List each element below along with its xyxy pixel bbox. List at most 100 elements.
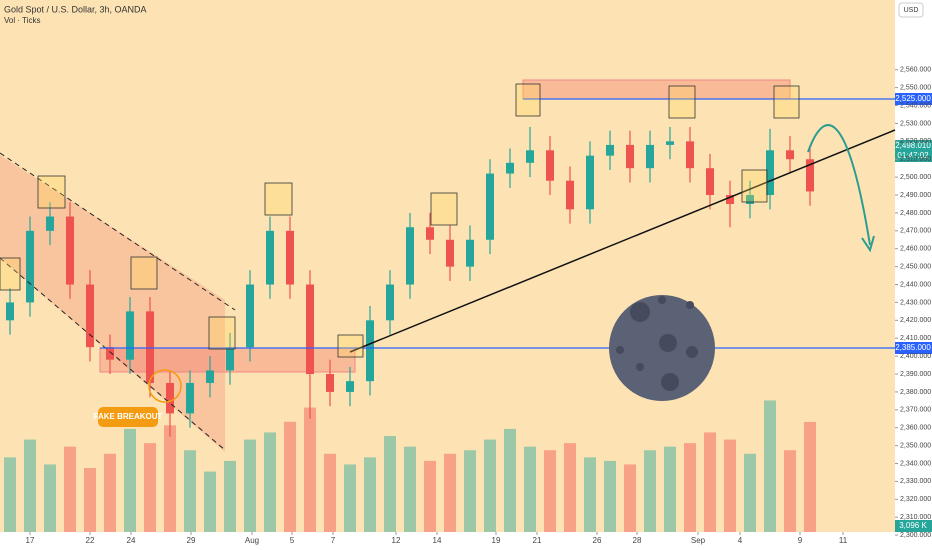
candle-body — [646, 144, 654, 169]
chart-subtitle: Vol · Ticks — [4, 16, 40, 25]
x-tick-label: 28 — [633, 536, 642, 545]
candle-body — [706, 168, 714, 196]
y-tick-label: 2,520.000 — [900, 138, 931, 145]
volume-bar — [504, 428, 516, 532]
volume-bar — [24, 439, 36, 532]
volume-bar — [244, 439, 256, 532]
volume-bar — [44, 464, 56, 532]
volume-bar — [384, 436, 396, 532]
y-tick-label: 2,310.000 — [900, 514, 931, 521]
candle-body — [786, 150, 794, 160]
candle-body — [326, 374, 334, 392]
x-tick-label: Sep — [691, 536, 706, 545]
x-tick-label: 21 — [533, 536, 542, 545]
currency-button[interactable] — [898, 2, 924, 18]
candle-body — [446, 239, 454, 267]
countdown-label: 01:47:02 — [897, 151, 929, 160]
candle-body — [226, 347, 234, 371]
volume-bar — [124, 428, 136, 532]
candle-body — [306, 284, 314, 375]
y-tick-label: 2,490.000 — [900, 192, 931, 199]
y-tick-label: 2,480.000 — [900, 210, 931, 217]
price-tag-label: 2,385.000 — [895, 343, 931, 352]
volume-bar — [344, 464, 356, 532]
price-tag — [895, 93, 932, 105]
candle-body — [726, 195, 734, 204]
x-tick-label: 9 — [798, 536, 803, 545]
y-tick-label: 2,410.000 — [900, 335, 931, 342]
volume-tag-label: 3,096 K — [899, 521, 927, 530]
y-tick-label: 2,420.000 — [900, 317, 931, 324]
volume-bar — [684, 443, 696, 532]
candle-body — [26, 230, 34, 303]
candle-body — [806, 159, 814, 192]
candle-body — [246, 284, 254, 348]
y-tick-label: 2,530.000 — [900, 120, 931, 127]
volume-bar — [724, 439, 736, 532]
volume-bar — [524, 446, 536, 532]
y-tick-label: 2,400.000 — [900, 353, 931, 360]
candle-body — [546, 150, 554, 181]
volume-bar — [204, 471, 216, 532]
volume-bar — [444, 453, 456, 532]
highlight-boxes — [0, 83, 800, 358]
candle-body — [466, 239, 474, 267]
candle-body — [6, 302, 14, 321]
candle-body — [166, 382, 174, 414]
volume-bar — [564, 443, 576, 532]
candle-body — [686, 141, 694, 169]
volume-bar — [264, 432, 276, 532]
y-tick-label: 2,350.000 — [900, 442, 931, 449]
candle-body — [286, 230, 294, 285]
candle-body — [406, 227, 414, 285]
volume-bar — [284, 421, 296, 532]
y-tick-label: 2,380.000 — [900, 389, 931, 396]
y-tick-label: 2,560.000 — [900, 67, 931, 74]
candle-body — [626, 144, 634, 169]
volume-tag — [895, 520, 932, 532]
candle-body — [366, 320, 374, 382]
volume-bar — [164, 425, 176, 532]
volume-bar — [484, 439, 496, 532]
volume-bar — [64, 446, 76, 532]
volume-bar — [744, 453, 756, 532]
volume-bar — [804, 421, 816, 532]
volume-bar — [784, 450, 796, 532]
arrow-head — [861, 235, 875, 253]
candle-body — [526, 150, 534, 163]
candle-body — [426, 227, 434, 240]
candle-body — [106, 347, 114, 360]
y-tick-label: 2,320.000 — [900, 496, 931, 503]
x-tick-label: 11 — [839, 536, 848, 545]
x-tick-label: 19 — [492, 536, 501, 545]
trend-line — [349, 129, 896, 353]
price-tag — [895, 342, 932, 354]
x-tick-label: Aug — [245, 536, 259, 545]
volume-bar — [644, 450, 656, 532]
volume-bar — [404, 446, 416, 532]
candle-body — [386, 284, 394, 321]
breakout-badge — [98, 407, 158, 427]
y-tick-label: 2,430.000 — [900, 299, 931, 306]
channel-fill — [0, 155, 225, 452]
candle-body — [186, 382, 194, 414]
volume-bar — [4, 457, 16, 532]
candle-body — [506, 162, 514, 174]
y-tick-label: 2,300.000 — [900, 532, 931, 539]
candle-body — [766, 150, 774, 196]
candle-body — [86, 284, 94, 348]
volume-bar — [604, 460, 616, 532]
candle-layer — [6, 127, 814, 437]
forecast-arrow — [807, 124, 871, 246]
x-tick-label: 24 — [127, 536, 136, 545]
y-tick-label: 2,470.000 — [900, 228, 931, 235]
volume-bar — [464, 450, 476, 532]
currency-label[interactable]: USD — [904, 7, 919, 14]
y-tick-label: 2,440.000 — [900, 281, 931, 288]
volume-bar — [764, 400, 776, 532]
candle-body — [746, 195, 754, 204]
x-tick-label: 14 — [433, 536, 442, 545]
volume-bar — [664, 446, 676, 532]
breakout-circle — [148, 369, 182, 403]
